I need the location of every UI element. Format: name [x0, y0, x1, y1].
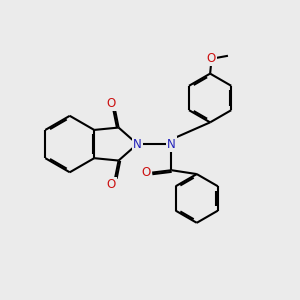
Text: O: O [206, 52, 216, 65]
Text: N: N [133, 138, 142, 151]
Text: N: N [167, 138, 176, 151]
Text: O: O [141, 166, 150, 179]
Text: O: O [107, 97, 116, 110]
Text: O: O [107, 178, 116, 191]
